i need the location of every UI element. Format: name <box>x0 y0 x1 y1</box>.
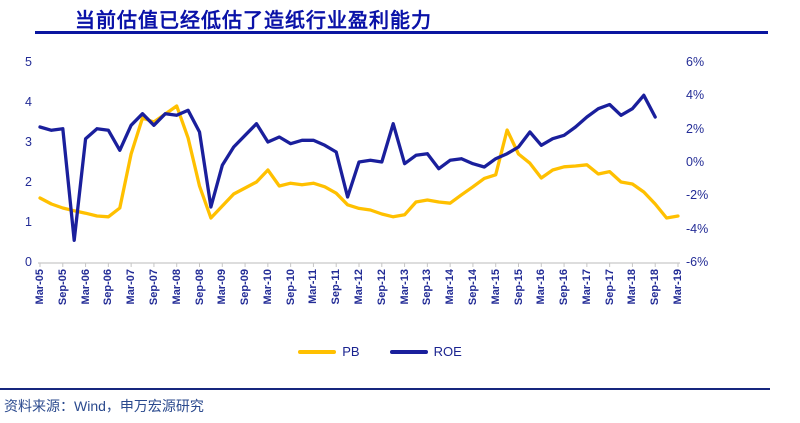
x-axis-label: Sep-09 <box>239 269 252 306</box>
right-y-tick-label: -4% <box>686 221 709 236</box>
x-axis-label: Sep-12 <box>375 269 388 306</box>
x-axis-label: Sep-16 <box>558 269 571 306</box>
x-axis-label: Mar-15 <box>489 269 502 305</box>
left-y-tick-label: 1 <box>25 215 32 229</box>
x-axis-label: Mar-05 <box>34 269 46 305</box>
x-axis-label: Sep-14 <box>466 269 479 306</box>
legend-item-roe: ROE <box>389 344 462 359</box>
x-axis-label: Sep-06 <box>102 269 115 306</box>
x-axis-label: Mar-16 <box>535 269 548 305</box>
footer-divider <box>0 388 770 390</box>
source-text: 资料来源：Wind，申万宏源研究 <box>4 398 204 414</box>
roe-line-swatch <box>389 349 428 354</box>
x-axis-label: Mar-19 <box>672 269 684 305</box>
left-y-tick-label: 3 <box>25 135 32 149</box>
right-y-tick-label: 0% <box>686 155 705 169</box>
x-axis-label: Mar-09 <box>216 269 229 305</box>
x-axis-label: Sep-05 <box>56 269 69 306</box>
legend-item-pb: PB <box>298 344 360 359</box>
x-axis-label: Sep-18 <box>649 269 662 306</box>
x-axis-label: Mar-11 <box>307 269 320 304</box>
title-underline <box>35 31 768 34</box>
right-y-tick-label: 2% <box>686 121 705 136</box>
right-y-tick-label: -6% <box>686 255 709 269</box>
x-axis-label: Mar-18 <box>626 269 639 305</box>
x-axis-label: Sep-15 <box>512 269 525 306</box>
right-y-tick-label: -2% <box>686 188 709 203</box>
x-axis-label: Sep-08 <box>193 269 206 306</box>
chart-title: 当前估值已经低估了造纸行业盈利能力 <box>75 10 432 32</box>
x-axis-label: Mar-10 <box>261 269 274 305</box>
x-axis-label: Mar-17 <box>580 269 593 305</box>
x-axis-label: Mar-13 <box>398 269 411 305</box>
left-y-tick-label: 2 <box>25 175 32 189</box>
left-y-tick-label: 4 <box>25 95 32 109</box>
roe-legend-label: ROE <box>433 344 462 359</box>
x-axis-label: Mar-07 <box>125 269 138 305</box>
pb-line-swatch <box>298 349 337 354</box>
x-axis-label: Sep-07 <box>147 269 160 306</box>
x-axis-label: Sep-10 <box>284 269 297 306</box>
roe-line <box>38 93 657 242</box>
right-y-tick-label: 6% <box>686 55 705 69</box>
x-axis-label: Mar-08 <box>170 269 183 305</box>
x-axis-label: Sep-17 <box>603 269 616 306</box>
chart-legend: PB ROE <box>0 344 760 359</box>
x-axis-label: Mar-14 <box>444 269 457 305</box>
left-y-tick-label: 5 <box>25 55 32 69</box>
x-axis-label: Mar-12 <box>353 269 365 305</box>
x-axis-label: Sep-13 <box>421 269 434 306</box>
right-y-tick-label: 4% <box>686 88 705 103</box>
left-y-tick-label: 0 <box>25 255 32 269</box>
pb-legend-label: PB <box>342 344 360 359</box>
x-axis-label: Mar-06 <box>79 269 92 305</box>
x-axis-label: Sep-11 <box>330 269 343 305</box>
